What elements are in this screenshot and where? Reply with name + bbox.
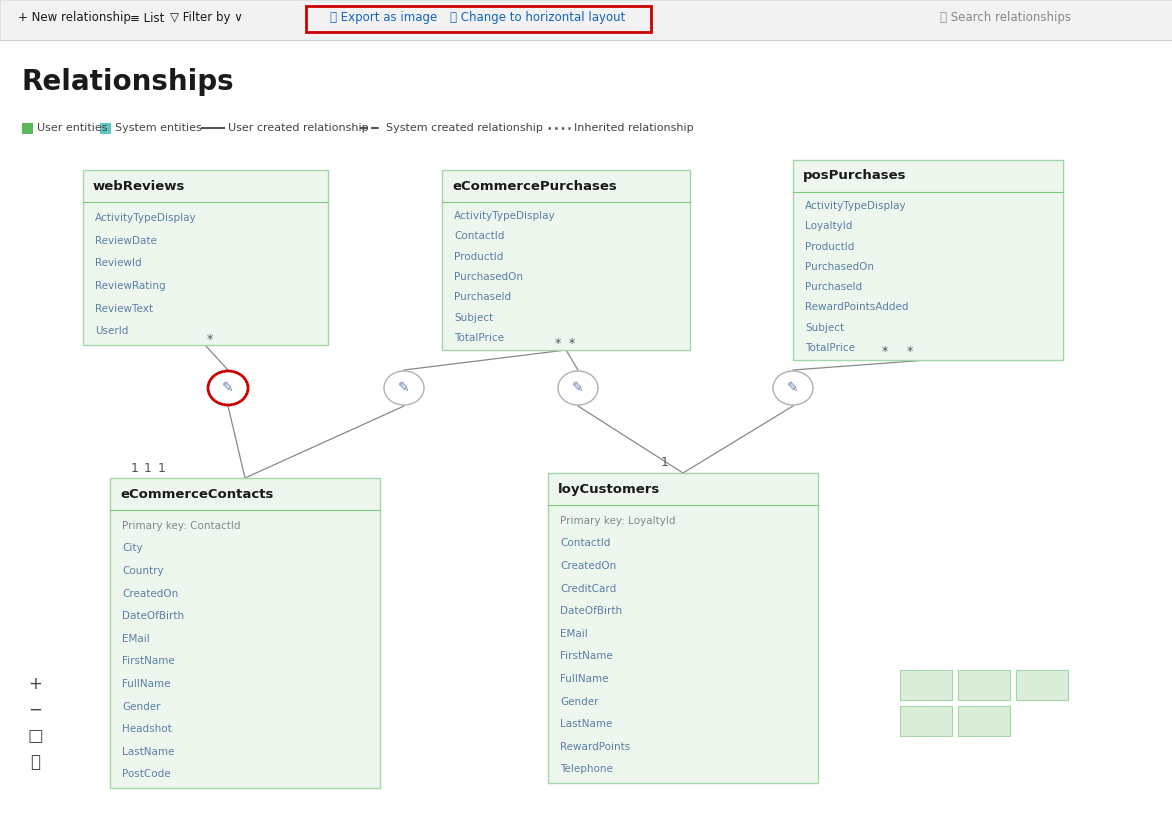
Text: PurchasedOn: PurchasedOn — [805, 262, 874, 272]
Ellipse shape — [774, 371, 813, 405]
Text: 🔍 Search relationships: 🔍 Search relationships — [940, 12, 1071, 24]
Text: □: □ — [27, 727, 43, 745]
Text: Primary key: LoyaltyId: Primary key: LoyaltyId — [560, 516, 675, 526]
Text: eCommerceContacts: eCommerceContacts — [120, 488, 273, 500]
Text: loyCustomers: loyCustomers — [558, 483, 660, 495]
Bar — [22, 123, 33, 134]
Text: ✎: ✎ — [572, 381, 584, 395]
Text: ✎: ✎ — [788, 381, 799, 395]
Text: Relationships: Relationships — [22, 68, 234, 96]
Text: System created relationship: System created relationship — [386, 123, 543, 133]
FancyBboxPatch shape — [110, 478, 380, 788]
Text: FirstName: FirstName — [560, 652, 613, 661]
Text: FullName: FullName — [122, 679, 170, 689]
Text: posPurchases: posPurchases — [803, 170, 906, 183]
Text: Subject: Subject — [805, 322, 844, 332]
Text: Headshot: Headshot — [122, 725, 172, 735]
Text: User entities: User entities — [38, 123, 108, 133]
Text: −: − — [28, 701, 42, 719]
Text: LastName: LastName — [122, 747, 175, 757]
Text: 1: 1 — [158, 461, 166, 475]
Text: RewardPointsAdded: RewardPointsAdded — [805, 302, 908, 312]
Text: *: * — [881, 346, 888, 358]
Text: webReviews: webReviews — [93, 179, 185, 193]
Text: *: * — [554, 337, 561, 350]
Bar — [958, 670, 1010, 700]
Text: 1: 1 — [661, 456, 669, 470]
FancyBboxPatch shape — [442, 170, 690, 350]
Text: ReviewId: ReviewId — [95, 258, 142, 268]
Ellipse shape — [384, 371, 424, 405]
Text: LoyaltyId: LoyaltyId — [805, 221, 852, 231]
Text: UserId: UserId — [95, 327, 129, 337]
Text: EMail: EMail — [560, 629, 587, 639]
Text: 🗂 Change to horizontal layout: 🗂 Change to horizontal layout — [450, 12, 626, 24]
Ellipse shape — [207, 371, 248, 405]
Bar — [958, 706, 1010, 736]
Text: LastName: LastName — [560, 720, 613, 730]
Text: ContactId: ContactId — [454, 232, 504, 242]
Text: TotalPrice: TotalPrice — [805, 343, 856, 353]
Text: TotalPrice: TotalPrice — [454, 333, 504, 343]
Text: CreatedOn: CreatedOn — [122, 588, 178, 598]
FancyBboxPatch shape — [548, 473, 818, 783]
Text: DateOfBirth: DateOfBirth — [560, 607, 622, 617]
Text: ContactId: ContactId — [560, 538, 611, 548]
Text: Country: Country — [122, 566, 164, 576]
Text: 🖼 Export as image: 🖼 Export as image — [331, 12, 437, 24]
Text: 1: 1 — [131, 461, 139, 475]
Text: ProductId: ProductId — [454, 252, 504, 262]
Text: Subject: Subject — [454, 312, 493, 322]
Bar — [900, 706, 952, 736]
Bar — [100, 123, 111, 134]
Text: 1: 1 — [144, 461, 152, 475]
Text: CreditCard: CreditCard — [560, 583, 616, 593]
Text: CreatedOn: CreatedOn — [560, 561, 616, 571]
Text: *: * — [907, 346, 913, 358]
Text: ActivityTypeDisplay: ActivityTypeDisplay — [454, 211, 556, 221]
Bar — [1016, 670, 1068, 700]
Text: ✎: ✎ — [223, 381, 233, 395]
Text: RewardPoints: RewardPoints — [560, 742, 631, 752]
Text: Primary key: ContactId: Primary key: ContactId — [122, 521, 240, 531]
Text: ReviewText: ReviewText — [95, 303, 154, 313]
Text: ✎: ✎ — [398, 381, 410, 395]
Text: Telephone: Telephone — [560, 765, 613, 774]
Text: ReviewRating: ReviewRating — [95, 281, 165, 291]
Text: *: * — [207, 333, 213, 347]
Text: ReviewDate: ReviewDate — [95, 235, 157, 246]
Ellipse shape — [558, 371, 598, 405]
Text: ≡ List: ≡ List — [130, 12, 164, 24]
Text: Inherited relationship: Inherited relationship — [574, 123, 694, 133]
Text: System entities: System entities — [115, 123, 202, 133]
Text: ActivityTypeDisplay: ActivityTypeDisplay — [805, 201, 907, 211]
Text: ▽ Filter by ∨: ▽ Filter by ∨ — [170, 12, 243, 24]
Text: FullName: FullName — [560, 674, 608, 684]
Text: User created relationship: User created relationship — [229, 123, 369, 133]
Text: PurchaseId: PurchaseId — [805, 283, 863, 293]
Text: PurchasedOn: PurchasedOn — [454, 272, 523, 282]
Text: +: + — [28, 675, 42, 693]
Text: + New relationship: + New relationship — [18, 12, 131, 24]
Text: 🔒: 🔒 — [30, 753, 40, 771]
Text: PurchaseId: PurchaseId — [454, 293, 511, 302]
Text: *: * — [568, 337, 575, 350]
Text: ActivityTypeDisplay: ActivityTypeDisplay — [95, 213, 197, 223]
Bar — [0, 0, 1172, 40]
Text: Gender: Gender — [560, 696, 599, 706]
Bar — [306, 6, 650, 32]
Text: DateOfBirth: DateOfBirth — [122, 612, 184, 622]
Text: City: City — [122, 543, 143, 553]
FancyBboxPatch shape — [793, 160, 1063, 360]
Bar — [900, 670, 952, 700]
Text: FirstName: FirstName — [122, 656, 175, 666]
Text: EMail: EMail — [122, 634, 150, 644]
Text: ProductId: ProductId — [805, 242, 854, 252]
Text: Gender: Gender — [122, 701, 161, 711]
FancyBboxPatch shape — [83, 170, 328, 345]
Text: eCommercePurchases: eCommercePurchases — [452, 179, 616, 193]
Text: PostCode: PostCode — [122, 770, 171, 779]
